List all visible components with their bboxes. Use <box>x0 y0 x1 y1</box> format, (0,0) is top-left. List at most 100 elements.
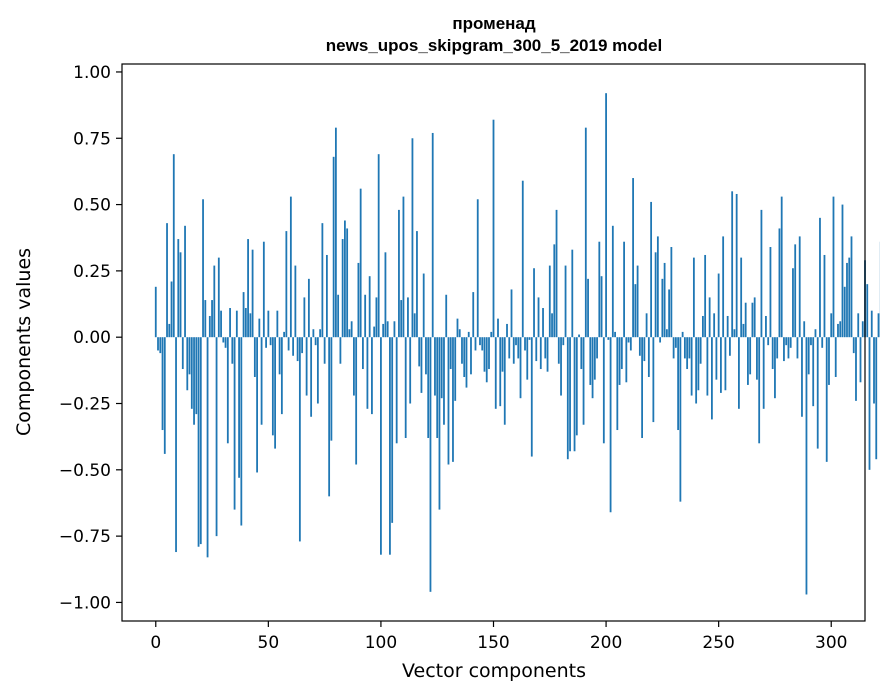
bar-57 <box>283 331 286 338</box>
bar-168 <box>533 268 535 338</box>
bar-54 <box>276 310 279 338</box>
bar-81 <box>337 294 340 338</box>
bar-23 <box>206 337 209 558</box>
bar-319 <box>873 337 875 404</box>
bar-196 <box>596 337 598 359</box>
bar-275 <box>774 337 776 399</box>
bar-76 <box>325 254 328 338</box>
bar-80 <box>334 127 337 338</box>
bar-268 <box>758 337 761 444</box>
bar-314 <box>861 321 864 338</box>
bar-115 <box>413 313 416 338</box>
bar-83 <box>341 239 344 338</box>
bar-55 <box>278 337 281 375</box>
bar-21 <box>202 199 204 338</box>
bar-148 <box>488 337 490 370</box>
bar-144 <box>479 337 481 346</box>
bar-39 <box>242 292 245 338</box>
bar-198 <box>600 276 603 338</box>
bar-29 <box>220 310 222 338</box>
bar-109 <box>400 300 403 338</box>
bar-289 <box>805 337 808 595</box>
bar-26 <box>213 265 216 338</box>
bar-160 <box>515 337 517 346</box>
bar-142 <box>474 337 477 351</box>
bar-103 <box>386 321 389 338</box>
bar-266 <box>753 297 756 338</box>
bar-174 <box>546 337 549 372</box>
bar-163 <box>521 180 524 338</box>
bar-172 <box>542 308 544 338</box>
bar-237 <box>688 337 691 359</box>
bar-33 <box>229 308 231 338</box>
bar-107 <box>395 337 398 444</box>
bar-3 <box>161 337 164 431</box>
y-tick-label: −0.75 <box>59 527 111 547</box>
bar-318 <box>870 310 873 338</box>
bar-110 <box>402 196 405 338</box>
bar-297 <box>823 254 826 338</box>
bar-200 <box>605 93 607 338</box>
bar-265 <box>751 302 754 338</box>
y-tick-label: 0.25 <box>73 262 111 282</box>
bar-176 <box>551 313 553 338</box>
bar-173 <box>544 337 547 359</box>
bar-155 <box>503 337 506 425</box>
bar-10 <box>177 239 180 338</box>
bar-129 <box>445 294 448 338</box>
bar-117 <box>418 337 421 367</box>
bar-159 <box>512 337 515 364</box>
bar-232 <box>677 337 680 431</box>
bar-46 <box>258 318 261 338</box>
bar-20 <box>199 337 202 545</box>
bar-222 <box>654 252 657 338</box>
bar-69 <box>310 337 313 417</box>
bar-50 <box>267 310 270 338</box>
bar-32 <box>226 337 229 444</box>
bar-255 <box>729 337 731 356</box>
bar-63 <box>296 337 299 362</box>
bar-209 <box>625 337 628 383</box>
bar-9 <box>175 337 177 553</box>
bar-230 <box>672 337 675 359</box>
bar-316 <box>866 284 869 338</box>
bar-215 <box>638 337 641 356</box>
bar-11 <box>179 252 182 338</box>
bar-283 <box>792 268 794 338</box>
bar-138 <box>465 337 468 388</box>
bar-277 <box>778 228 781 338</box>
bar-52 <box>271 337 274 436</box>
bar-7 <box>170 281 173 338</box>
x-tick-label: 100 <box>365 633 397 653</box>
bar-216 <box>641 337 643 438</box>
bar-128 <box>443 337 445 425</box>
bar-151 <box>494 337 497 409</box>
bar-236 <box>686 337 689 370</box>
bar-212 <box>632 178 634 338</box>
bar-67 <box>305 337 308 396</box>
bar-183 <box>566 337 569 460</box>
bar-301 <box>832 196 835 338</box>
bar-203 <box>611 225 614 338</box>
bar-65 <box>301 337 304 354</box>
bar-77 <box>328 337 331 497</box>
y-tick-label: −0.25 <box>59 395 111 415</box>
bar-136 <box>461 337 463 364</box>
bar-313 <box>859 337 862 383</box>
bar-320 <box>875 337 878 460</box>
bar-71 <box>314 337 317 346</box>
bar-312 <box>857 313 860 338</box>
bar-252 <box>722 236 725 338</box>
x-tick-label: 200 <box>590 633 622 653</box>
bar-302 <box>834 337 837 377</box>
bar-126 <box>438 337 441 510</box>
bar-228 <box>668 289 671 338</box>
bar-175 <box>548 265 551 338</box>
bar-223 <box>656 236 659 338</box>
bar-15 <box>188 337 191 375</box>
bar-90 <box>357 262 360 338</box>
y-tick-label: 1.00 <box>73 63 111 83</box>
bar-101 <box>382 323 385 338</box>
x-tick-label: 150 <box>477 633 509 653</box>
bar-51 <box>269 337 272 346</box>
